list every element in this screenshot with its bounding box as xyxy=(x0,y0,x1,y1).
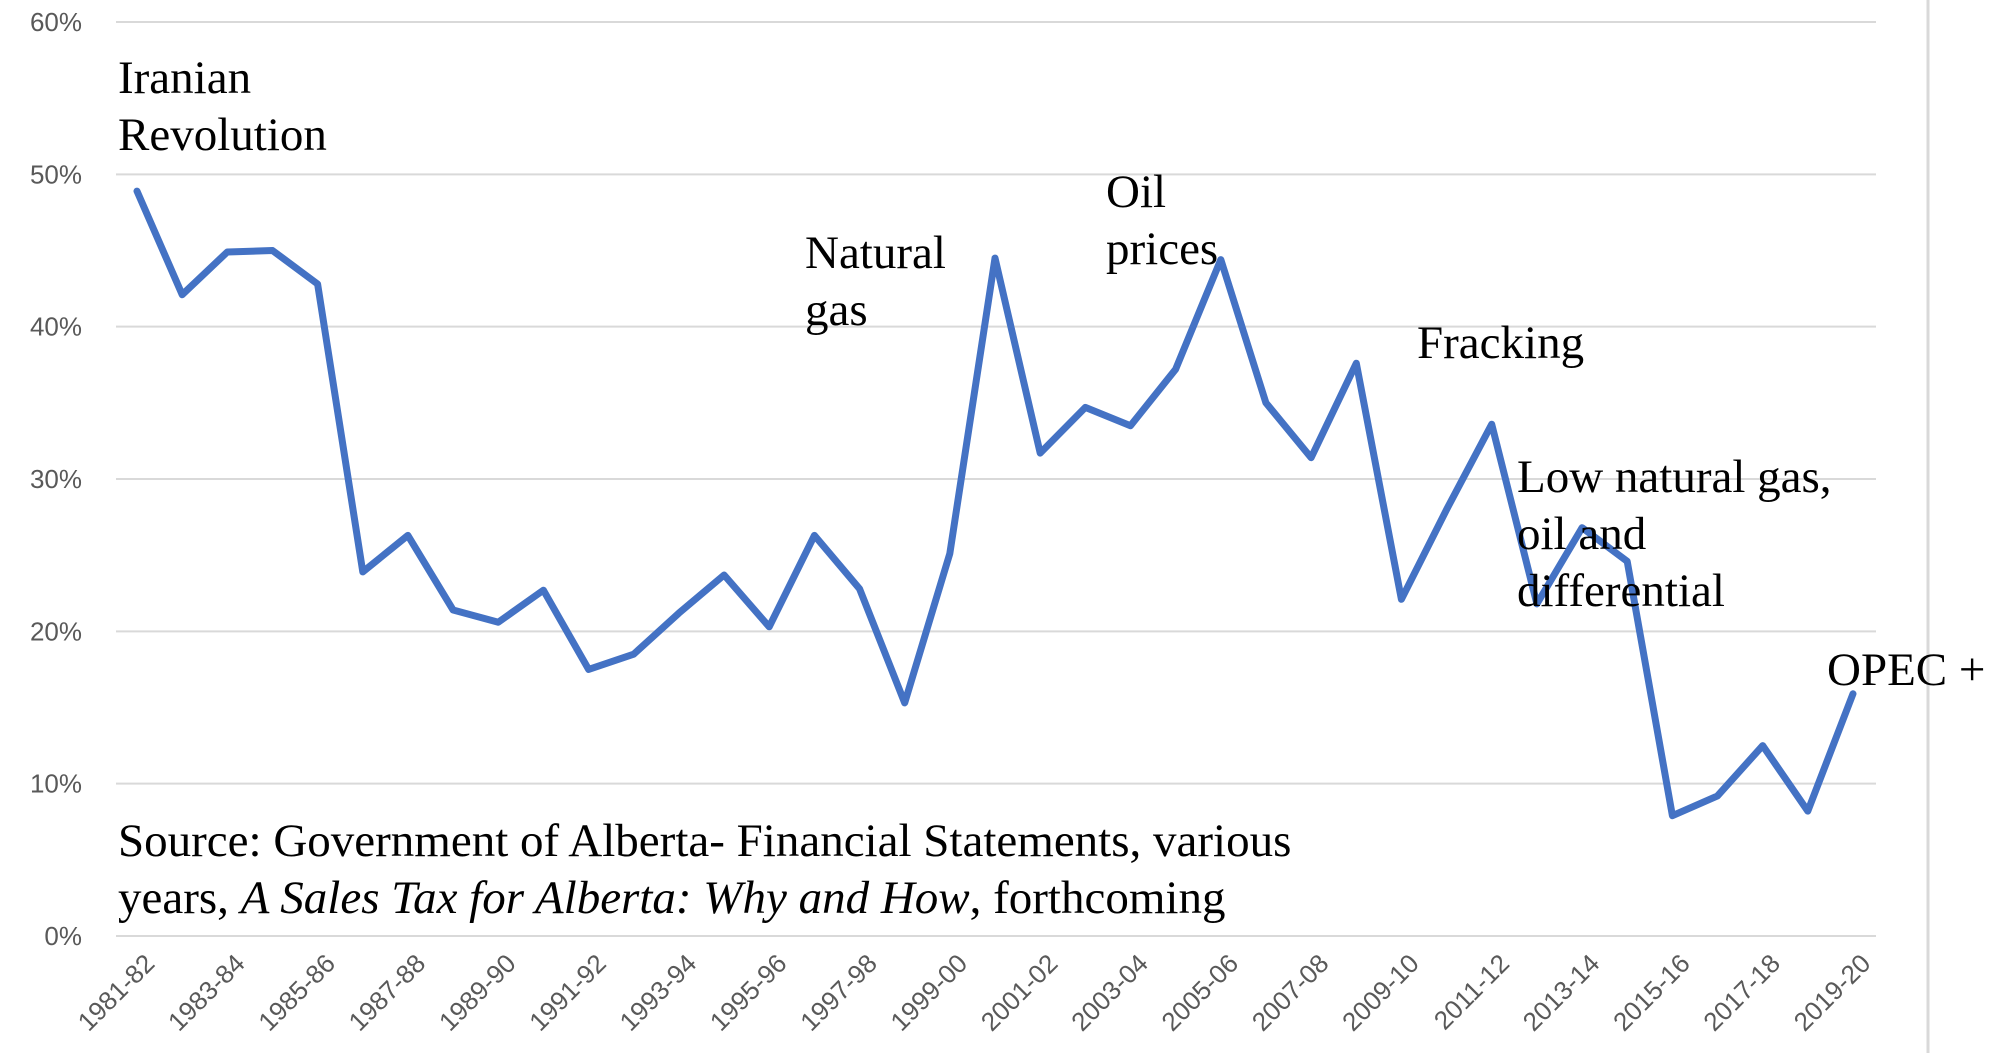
x-tick-label: 2011-12 xyxy=(1428,948,1515,1035)
annotation: Oil xyxy=(1106,166,1166,218)
y-tick-label: 50% xyxy=(30,159,82,189)
x-tick-label: 1997-98 xyxy=(794,948,883,1037)
annotation: oil and xyxy=(1517,508,1646,560)
y-tick-label: 0% xyxy=(44,921,82,951)
x-tick-label: 2009-10 xyxy=(1336,948,1425,1037)
annotation: Fracking xyxy=(1417,317,1584,369)
annotation: Iranian xyxy=(118,52,251,104)
source-note: Source: Government of Alberta- Financial… xyxy=(118,815,1291,867)
x-tick-label: 1989-90 xyxy=(433,948,522,1037)
x-tick-label: 1999-00 xyxy=(884,948,973,1037)
x-tick-label: 2019-20 xyxy=(1788,948,1877,1037)
x-tick-label: 2007-08 xyxy=(1246,948,1335,1037)
x-tick-label: 1991-92 xyxy=(523,948,612,1037)
x-tick-label: 1995-96 xyxy=(704,948,793,1037)
annotation: prices xyxy=(1106,223,1218,275)
x-tick-label: 1993-94 xyxy=(614,948,703,1037)
annotation: Revolution xyxy=(118,109,327,161)
annotation: Low natural gas, xyxy=(1517,451,1832,503)
source-part: A Sales Tax for Alberta: Why and How xyxy=(238,872,970,924)
source-part: , forthcoming xyxy=(970,872,1226,924)
x-tick-label: 2013-14 xyxy=(1517,948,1606,1037)
y-tick-label: 10% xyxy=(30,769,82,799)
annotation: OPEC + xyxy=(1827,644,1985,696)
data-line xyxy=(133,187,1857,820)
annotation: gas xyxy=(805,284,868,336)
y-tick-label: 20% xyxy=(30,616,82,646)
y-tick-label: 60% xyxy=(30,7,82,37)
x-tick-label: 2005-06 xyxy=(1155,948,1244,1037)
x-tick-label: 1981-82 xyxy=(72,948,161,1037)
x-tick-label: 1987-88 xyxy=(343,948,432,1037)
source-part: years, xyxy=(118,872,241,924)
source-note: years, A Sales Tax for Alberta: Why and … xyxy=(118,872,1225,924)
annotation: differential xyxy=(1517,565,1725,617)
y-tick-label: 40% xyxy=(30,312,82,342)
x-tick-label: 2017-18 xyxy=(1697,948,1786,1037)
annotation: Natural xyxy=(805,227,946,279)
x-tick-label: 2015-16 xyxy=(1607,948,1696,1037)
y-tick-label: 30% xyxy=(30,464,82,494)
x-tick-label: 2003-04 xyxy=(1065,948,1154,1037)
x-tick-label: 2001-02 xyxy=(975,948,1064,1037)
x-tick-label: 1985-86 xyxy=(252,948,341,1037)
x-tick-label: 1983-84 xyxy=(162,948,251,1037)
